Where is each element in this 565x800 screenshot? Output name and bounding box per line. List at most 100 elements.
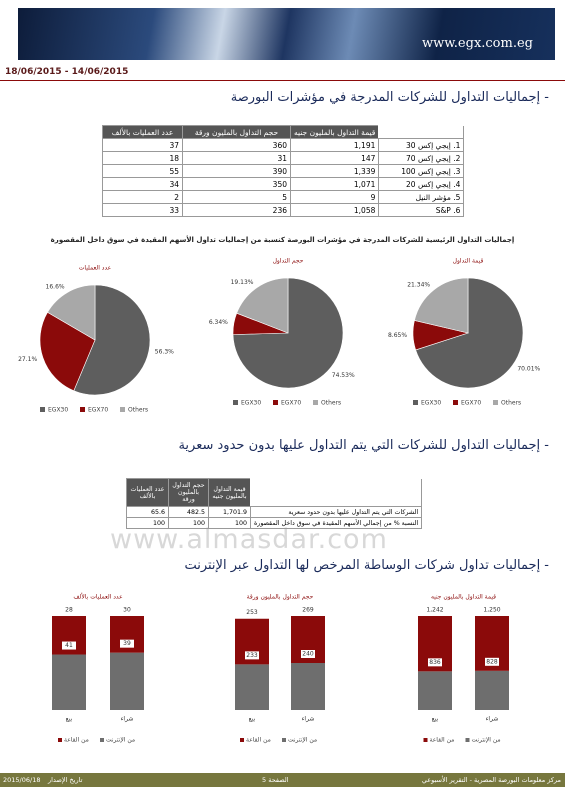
bar-segment <box>52 654 86 710</box>
legend-swatch <box>423 738 428 742</box>
label-box <box>62 641 76 650</box>
legend-label: Others <box>501 400 521 407</box>
chart-caption: إجماليات التداول الرئيسية للشركات المدرج… <box>50 236 515 244</box>
slice-label: 19.13% <box>231 279 254 286</box>
legend-swatch <box>273 400 278 405</box>
bar-title: حجم التداول بالمليون ورقة <box>247 594 314 601</box>
total-label: 1,242 <box>426 607 443 614</box>
bar-segment <box>110 652 144 710</box>
legend-label: من القاعة <box>246 737 271 744</box>
value-cell: 100 <box>208 517 251 529</box>
slice-label: 8.65% <box>388 332 407 339</box>
legend-swatch <box>493 400 498 405</box>
site-url: www.egx.com.eg <box>421 36 533 51</box>
pie-title: قيمة التداول <box>453 258 484 265</box>
row-label: النسبة % من إجمالي الأسهم المقيدة في سوق… <box>249 517 423 529</box>
date-range: 18/06/2015 - 14/06/2015 <box>5 67 129 77</box>
value-cell: 1,058 <box>289 203 380 217</box>
slice-label: 74.53% <box>332 372 355 379</box>
segment-label: 240 <box>302 651 314 658</box>
category-label: شراء <box>121 716 134 723</box>
legend-label: من القاعة <box>64 737 89 744</box>
footer-source: مركز معلومات البورصة المصرية - التقرير ا… <box>421 776 561 784</box>
legend-swatch <box>413 400 418 405</box>
section-title: - إجماليات التداول للشركات المدرجة في مؤ… <box>230 90 549 105</box>
legend-label: من القاعة <box>430 737 455 744</box>
slice-label: 16.6% <box>46 284 65 291</box>
value-cell: 100 <box>126 517 169 529</box>
category-label: شراء <box>486 716 499 723</box>
segment-label: 233 <box>246 652 258 659</box>
total-label: 253 <box>246 609 258 616</box>
legend-label: من الإنترنت <box>472 737 501 744</box>
table-row: 5. مؤشر النيل 9 5 2 <box>102 190 465 204</box>
bar-title: عدد العمليات بالألف <box>73 593 122 601</box>
segment-label: 828 <box>486 658 498 665</box>
total-label: 269 <box>302 607 314 614</box>
legend-swatch <box>233 400 238 405</box>
index-table: قيمة التداول بالمليون جنيه حجم التداول با… <box>102 125 465 217</box>
bar-segment <box>235 664 269 710</box>
legend-swatch <box>313 400 318 405</box>
bar-segment <box>475 670 509 710</box>
legend-swatch <box>40 407 45 412</box>
pie-slice <box>414 277 469 334</box>
legend-label: EGX30 <box>421 400 441 407</box>
label-box <box>120 639 134 648</box>
legend-label: EGX30 <box>241 400 261 407</box>
table-row: 2. إيجي إكس 70 147 31 18 <box>102 151 465 165</box>
page-number: الصفحة 5 <box>262 776 289 784</box>
total-label: 1,250 <box>483 607 500 614</box>
legend-swatch <box>120 407 125 412</box>
value-cell: 236 <box>182 203 291 217</box>
rule <box>0 80 565 81</box>
legend-label: EGX70 <box>88 407 108 414</box>
section-title: - إجماليات تداول شركات الوساطة المرخص له… <box>184 558 549 573</box>
legend-swatch <box>465 738 470 742</box>
footer: 2015/06/18 تاريخ الإصدار الصفحة 5 مركز م… <box>0 773 565 787</box>
no-limit-table: قيمة التداول بالمليون جنيه حجم التداول با… <box>126 478 423 529</box>
banner: www.egx.com.eg <box>18 8 555 60</box>
segment-label: 41 <box>65 642 73 649</box>
legend-label: من الإنترنت <box>288 737 317 744</box>
legend-label: Others <box>321 400 341 407</box>
legend-label: من الإنترنت <box>106 737 135 744</box>
legend-swatch <box>58 738 62 742</box>
row-label: 6. S&P <box>378 203 465 217</box>
label-box <box>428 658 442 667</box>
slice-label: 6.34% <box>209 319 228 326</box>
slice-label: 21.34% <box>407 282 430 289</box>
label-box <box>485 657 499 666</box>
bar-segment <box>418 671 452 710</box>
pie-slice <box>39 311 96 392</box>
legend-swatch <box>100 738 104 742</box>
header-cell: قيمة التداول بالمليون جنيه <box>289 125 380 139</box>
total-label: 30 <box>123 607 131 614</box>
value-cell: 100 <box>168 517 209 529</box>
slice-label: 70.01% <box>517 365 540 372</box>
category-label: بيع <box>249 716 256 723</box>
value-cell: 33 <box>102 203 183 217</box>
issue-date-label: تاريخ الإصدار <box>48 776 83 784</box>
header-cell: حجم التداول بالمليون ورقة <box>168 478 209 507</box>
pie-title: عدد العمليات <box>79 265 111 272</box>
total-label: 28 <box>65 607 73 614</box>
category-label: بيع <box>66 716 73 723</box>
category-label: شراء <box>302 716 315 723</box>
pie-title: حجم التداول <box>273 258 304 265</box>
slice-label: 56.3% <box>155 348 174 355</box>
legend-swatch <box>80 407 85 412</box>
legend-label: EGX30 <box>48 407 68 414</box>
header-cell: عدد العمليات بالألف <box>126 478 169 507</box>
legend-label: Others <box>128 407 148 414</box>
pie-slice <box>73 284 151 396</box>
header-cell: عدد العمليات بالألف <box>102 125 183 139</box>
watermark: www.almasdar.com <box>110 524 388 555</box>
legend-label: EGX70 <box>281 400 301 407</box>
table-row: 3. إيجي إكس 100 1,339 390 55 <box>102 164 465 178</box>
segment-label: 836 <box>429 659 441 666</box>
label-box <box>245 651 259 660</box>
bar-segment <box>291 663 325 710</box>
